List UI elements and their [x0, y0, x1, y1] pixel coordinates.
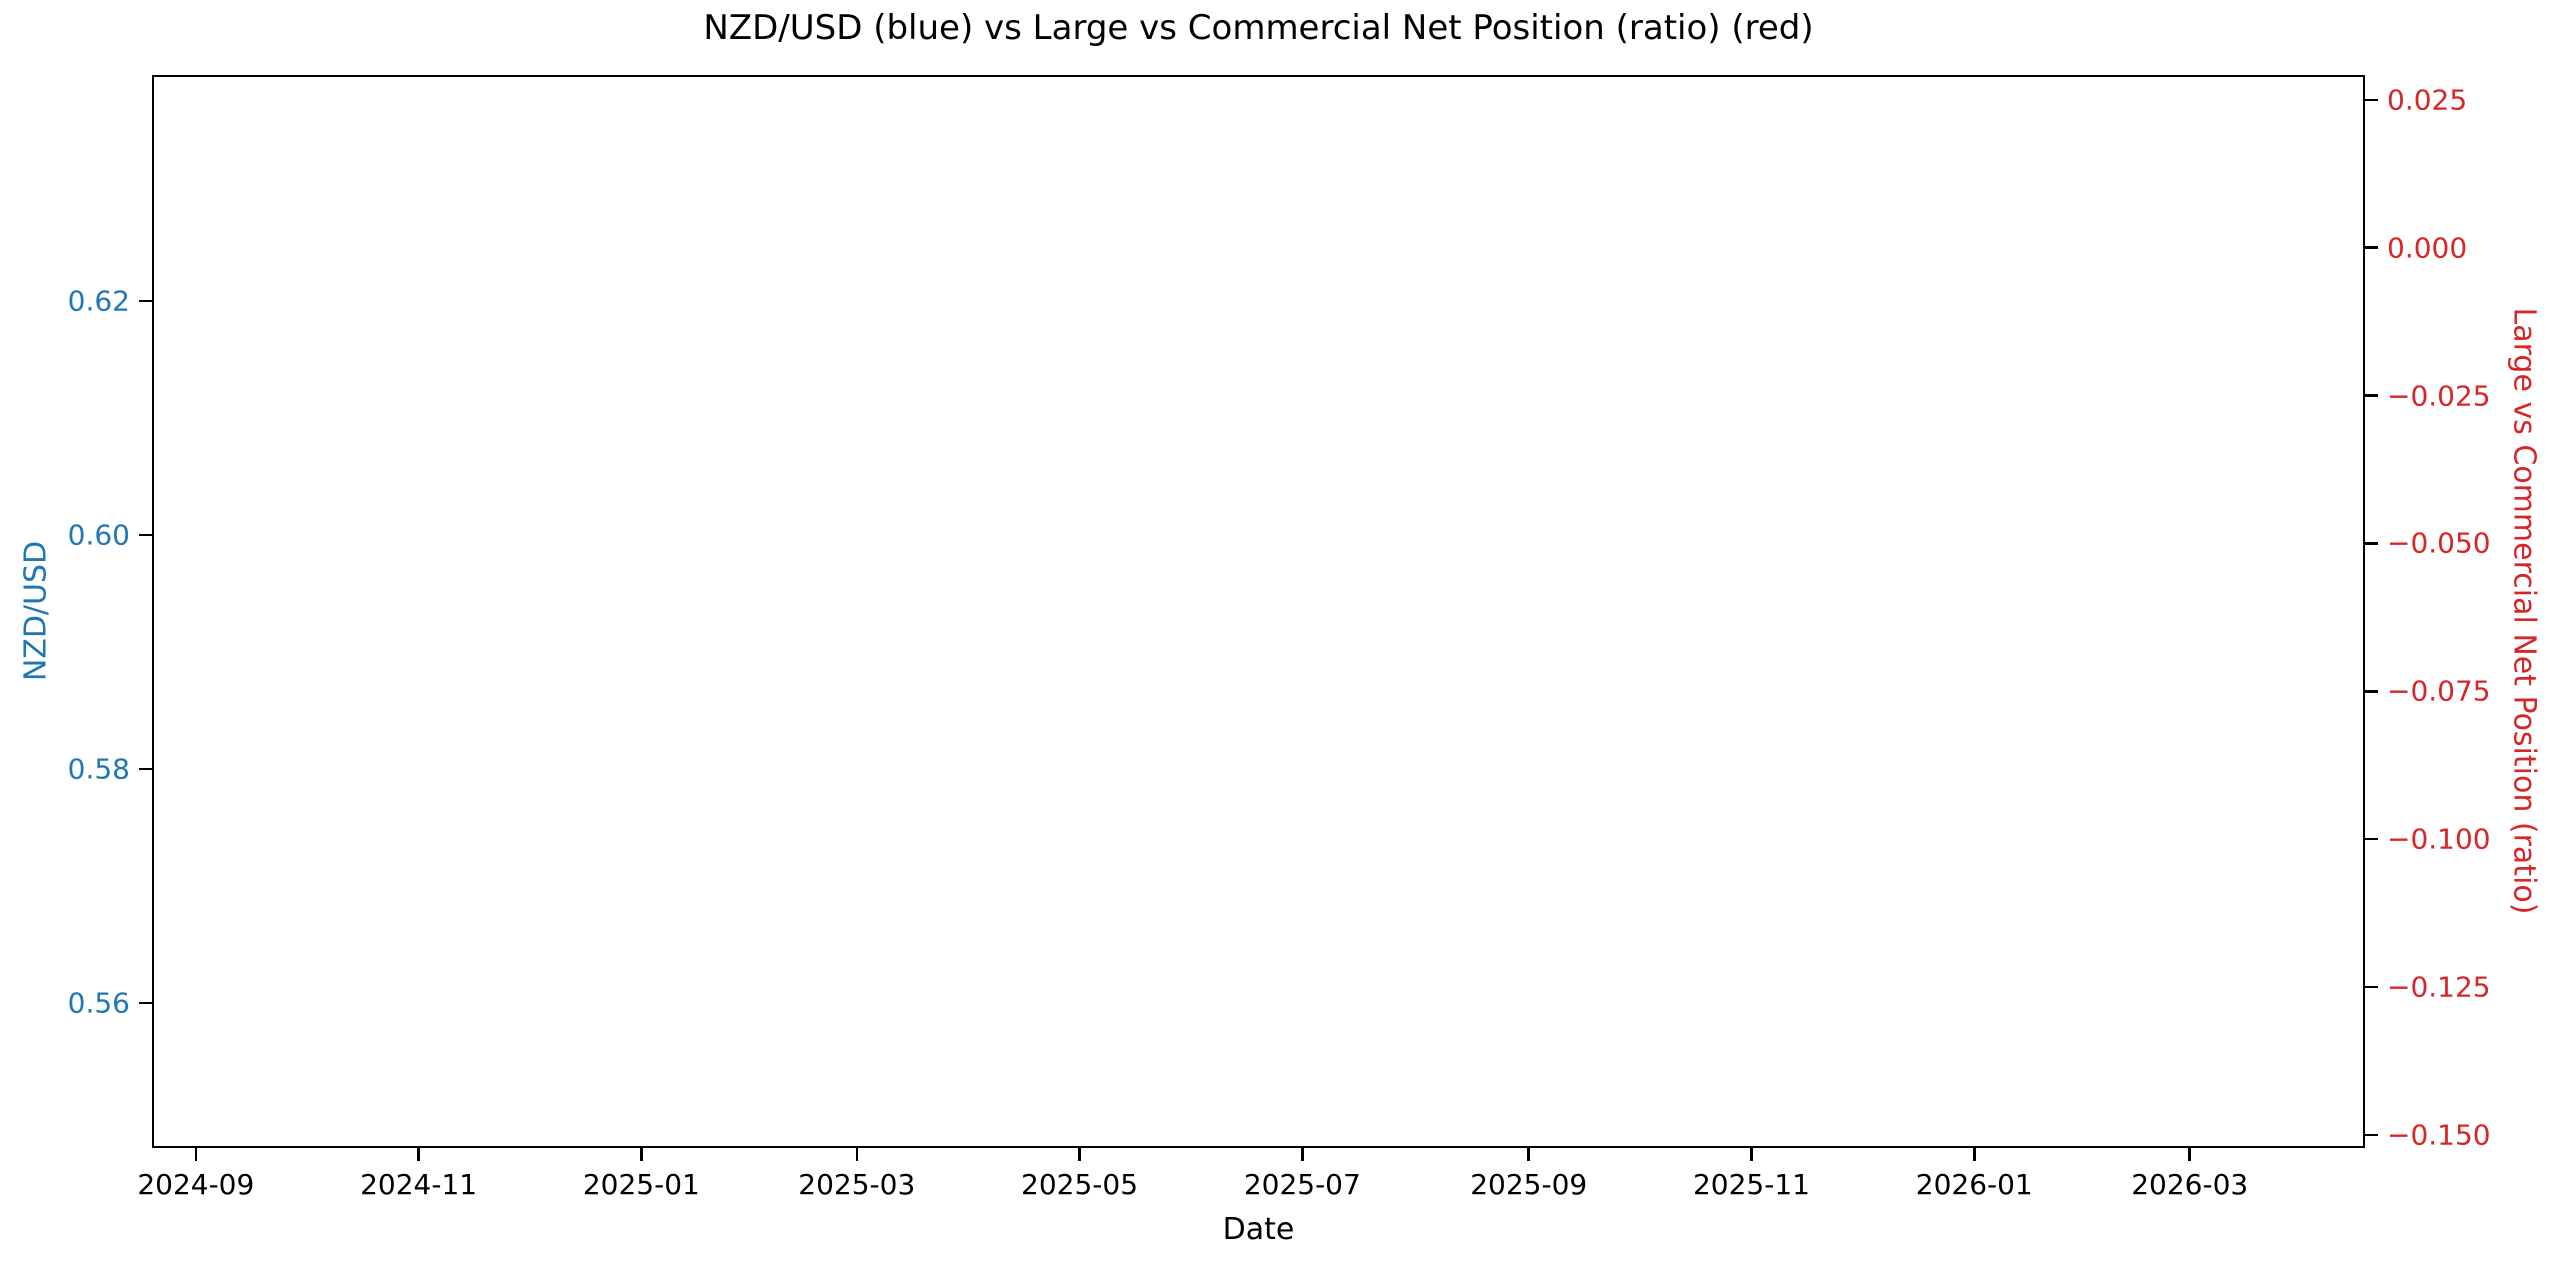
x-tick-mark: [1527, 1148, 1530, 1161]
x-tick-label: 2025-09: [1470, 1168, 1588, 1201]
left-tick-mark: [139, 299, 152, 303]
right-tick-mark: [2365, 690, 2378, 693]
right-tick-mark: [2365, 837, 2378, 841]
x-tick-mark: [417, 1148, 420, 1161]
x-tick-label: 2025-07: [1243, 1168, 1361, 1201]
x-tick-mark: [1973, 1148, 1976, 1161]
x-tick-label: 2024-09: [137, 1168, 255, 1201]
x-tick-label: 2025-03: [798, 1168, 916, 1201]
right-tick-mark: [2365, 394, 2378, 397]
chart-title: NZD/USD (blue) vs Large vs Commercial Ne…: [703, 8, 1814, 48]
x-axis-label: Date: [1222, 1212, 1295, 1247]
right-tick-mark: [2365, 1133, 2378, 1137]
x-tick-mark: [640, 1148, 643, 1161]
x-tick-label: 2025-05: [1021, 1168, 1139, 1201]
left-tick-label: 0.56: [67, 986, 130, 1020]
x-tick-label: 2024-11: [360, 1168, 478, 1201]
x-tick-mark: [194, 1148, 198, 1161]
right-tick-mark: [2365, 542, 2378, 545]
right-tick-label: −0.150: [2387, 1118, 2491, 1152]
x-tick-label: 2026-03: [2131, 1168, 2249, 1201]
left-tick-mark: [139, 1001, 152, 1005]
right-tick-mark: [2365, 246, 2378, 249]
x-tick-label: 2025-11: [1692, 1168, 1810, 1201]
plot-area: [152, 75, 2365, 1148]
left-tick-label: 0.60: [67, 518, 130, 552]
right-tick-label: 0.000: [2387, 231, 2468, 265]
left-tick-label: 0.62: [67, 284, 130, 318]
right-tick-label: −0.075: [2387, 674, 2491, 708]
x-tick-label: 2026-01: [1915, 1168, 2033, 1201]
x-tick-mark: [1078, 1148, 1081, 1161]
right-tick-label: −0.100: [2387, 822, 2491, 856]
right-tick-label: 0.025: [2387, 83, 2468, 117]
right-tick-mark: [2365, 985, 2378, 989]
left-tick-mark: [139, 767, 152, 771]
right-tick-label: −0.050: [2387, 526, 2491, 560]
right-tick-label: −0.025: [2387, 379, 2491, 413]
right-tick-label: −0.125: [2387, 970, 2491, 1004]
right-tick-mark: [2365, 98, 2378, 102]
left-tick-mark: [139, 533, 152, 537]
x-tick-mark: [2188, 1148, 2191, 1161]
x-tick-mark: [1750, 1148, 1753, 1161]
x-tick-mark: [1301, 1148, 1304, 1161]
x-tick-label: 2025-01: [582, 1168, 700, 1201]
left-tick-label: 0.58: [67, 752, 130, 786]
x-tick-mark: [855, 1148, 859, 1161]
